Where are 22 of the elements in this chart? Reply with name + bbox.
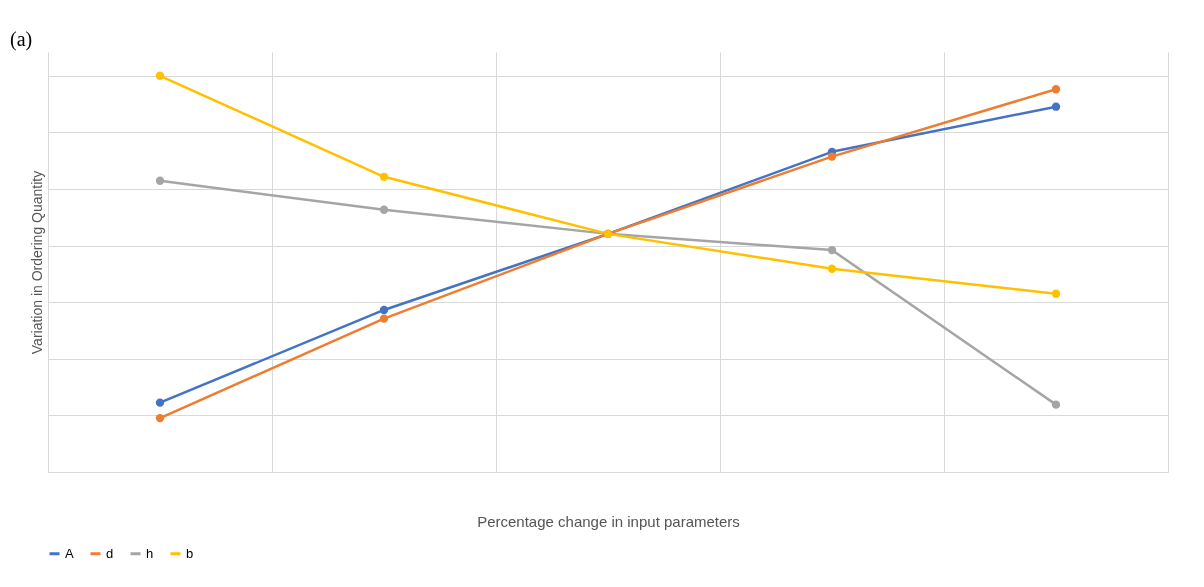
y-axis-title: Variation in Ordering Quantity xyxy=(28,170,45,355)
point xyxy=(827,264,837,273)
point xyxy=(379,305,389,315)
point xyxy=(1051,400,1061,409)
point xyxy=(155,71,165,80)
x-axis-title: Percentage change in input parameters xyxy=(477,512,740,530)
point xyxy=(827,152,837,161)
point xyxy=(155,176,165,185)
legend-label: b xyxy=(186,545,194,561)
point xyxy=(379,172,389,181)
legend-label: d xyxy=(106,545,114,561)
legend-label: A xyxy=(65,545,74,561)
point xyxy=(827,245,837,255)
point xyxy=(379,205,389,214)
point xyxy=(379,314,389,323)
point xyxy=(155,413,165,423)
point xyxy=(1051,85,1061,94)
point xyxy=(155,398,165,407)
point xyxy=(1051,102,1061,111)
point xyxy=(1051,289,1061,298)
legend-label: h xyxy=(146,545,154,561)
text: (a) xyxy=(10,28,33,51)
